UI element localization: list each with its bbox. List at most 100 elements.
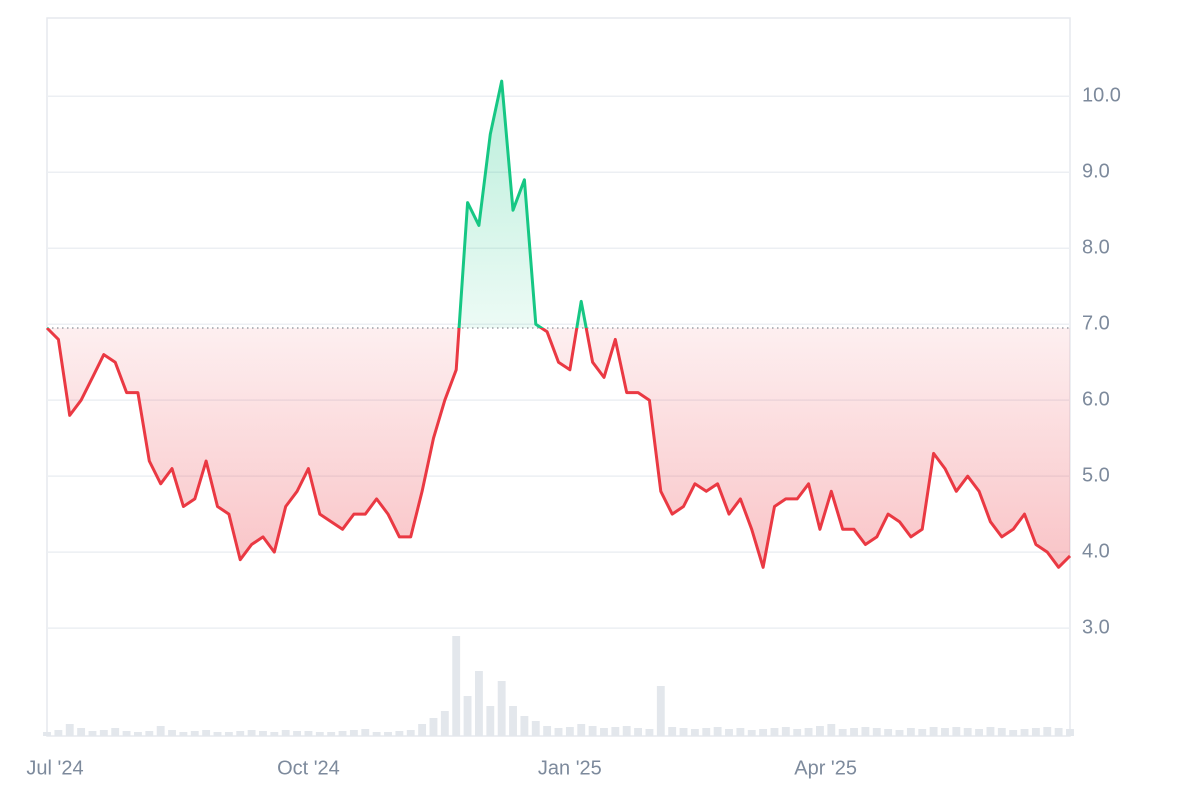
volume-bar (418, 724, 427, 736)
volume-bar (304, 731, 313, 736)
volume-bar (99, 730, 108, 736)
volume-bar (111, 728, 120, 736)
volume-bar (65, 724, 74, 736)
volume-bar (690, 729, 699, 736)
volume-bar (668, 727, 677, 736)
volume-bar (634, 728, 643, 736)
volume-bar (133, 732, 142, 736)
volume-bar (281, 730, 290, 736)
volume-bar (736, 728, 745, 736)
volume-bar (656, 686, 665, 736)
volume-bar (645, 729, 654, 736)
volume-bar (429, 718, 438, 736)
volume-bar (815, 726, 824, 736)
volume-bar (520, 716, 529, 736)
volume-bar (259, 731, 267, 736)
volume-bar (872, 728, 881, 736)
volume-bar (156, 726, 165, 736)
volume-bar (190, 731, 199, 736)
volume-bar (679, 728, 688, 736)
x-tick-label: Apr '25 (794, 757, 857, 779)
y-tick-label: 9.0 (1082, 161, 1110, 183)
y-tick-label: 4.0 (1082, 540, 1110, 562)
volume-bar (941, 728, 949, 736)
volume-bar (349, 730, 358, 736)
volume-bar (1009, 730, 1018, 736)
volume-bar (54, 730, 63, 736)
y-tick-label: 5.0 (1082, 464, 1110, 486)
volume-bar (338, 731, 347, 736)
volume-bar (543, 726, 552, 736)
y-tick-label: 6.0 (1082, 388, 1110, 410)
volume-bar (759, 729, 768, 736)
volume-bar (327, 732, 336, 736)
volume-bar (474, 671, 483, 736)
volume-bar (122, 731, 131, 736)
volume-bar (463, 696, 472, 736)
volume-bar (384, 732, 392, 736)
volume-bar (440, 711, 449, 736)
area-fill (47, 81, 1070, 568)
volume-bar (793, 729, 802, 736)
volume-bar (702, 728, 711, 736)
volume-bar (145, 731, 154, 736)
volume-bar (554, 728, 563, 736)
volume-bar (168, 730, 176, 736)
volume-bar (293, 731, 302, 736)
y-tick-label: 7.0 (1082, 312, 1110, 334)
volume-bar (861, 727, 870, 736)
volume-bar (804, 728, 813, 736)
volume-bar (497, 681, 506, 736)
volume-bar (77, 728, 86, 736)
volume-bar (827, 724, 836, 736)
volume-bar (213, 732, 222, 736)
volume-bar (906, 728, 915, 736)
volume-bar (406, 730, 415, 736)
volume-bar (88, 731, 97, 736)
volume-bar (725, 729, 733, 736)
volume-bar (1043, 727, 1052, 736)
volume-bar (588, 726, 597, 736)
volume-bar (236, 731, 245, 736)
volume-bar (1020, 729, 1029, 736)
volume-bar (372, 732, 381, 736)
volume-bar (622, 726, 631, 736)
volume-bar (270, 732, 279, 736)
volume-bar (565, 727, 574, 736)
volume-bar (486, 706, 495, 736)
x-tick-label: Jan '25 (538, 757, 602, 779)
volume-bar (884, 729, 893, 736)
volume-bar (395, 731, 404, 736)
volume-bar (452, 636, 461, 736)
volume-bar (781, 727, 790, 736)
volume-bar (918, 729, 927, 736)
volume-bar (929, 727, 938, 736)
volume-bar (952, 727, 961, 736)
y-tick-label: 10.0 (1082, 85, 1121, 107)
x-tick-label: Jul '24 (26, 757, 83, 779)
volume-bar (1031, 728, 1040, 736)
volume-bar (577, 724, 586, 736)
volume-bar (509, 706, 517, 736)
volume-bar (1054, 728, 1063, 736)
y-tick-label: 3.0 (1082, 616, 1110, 638)
price-line (45, 79, 1072, 569)
volume-bar (315, 732, 324, 736)
volume-bar (1066, 729, 1074, 736)
volume-bar (838, 729, 847, 736)
volume-bar (361, 729, 370, 736)
volume-bar (202, 730, 211, 736)
volume-bar (600, 728, 608, 736)
volume-bar (531, 721, 540, 736)
volume-bar (224, 732, 233, 736)
volume-bar (43, 732, 51, 736)
x-tick-label: Oct '24 (277, 757, 340, 779)
volume-bar (770, 728, 779, 736)
volume-bar (747, 730, 756, 736)
y-tick-label: 8.0 (1082, 236, 1110, 258)
volume-bar (179, 732, 188, 736)
volume-bar (975, 729, 984, 736)
volume-bar (611, 727, 620, 736)
volume-bar (713, 727, 722, 736)
